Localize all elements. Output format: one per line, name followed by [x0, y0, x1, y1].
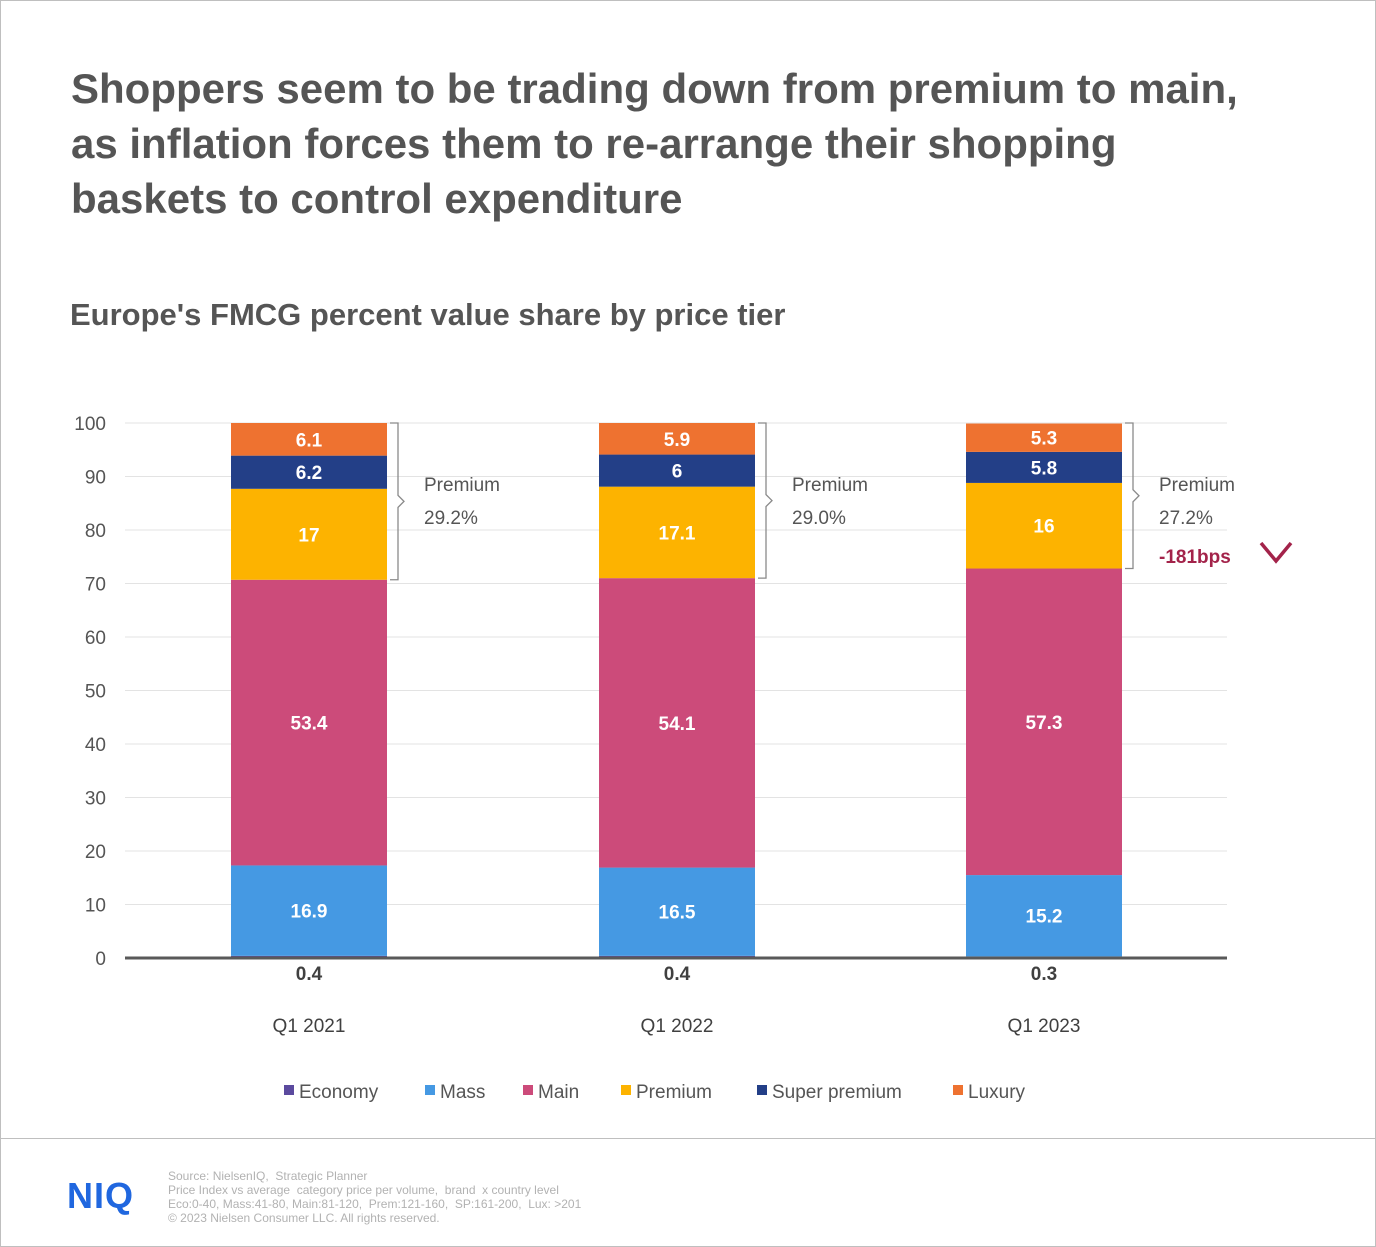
bar-segment-premium — [599, 486, 755, 579]
legend-item: Mass — [440, 1082, 485, 1103]
source-notes: Source: NielsenIQ, Strategic Planner Pri… — [168, 1169, 581, 1225]
data-label: 15.2 — [1026, 907, 1063, 928]
y-tick-label: 90 — [85, 468, 106, 489]
bar-segment-luxury — [966, 423, 1122, 452]
bar-segment-super-premium — [966, 451, 1122, 483]
legend-swatch — [523, 1085, 533, 1095]
chart-title: Europe's FMCG percent value share by pri… — [70, 297, 786, 332]
data-label: 53.4 — [291, 714, 328, 735]
y-tick-label: 80 — [85, 521, 106, 542]
bar-segment-luxury — [599, 423, 755, 455]
data-label: 6.2 — [296, 463, 322, 484]
bar-segment-mass — [599, 867, 755, 956]
annotation-label: Premium — [792, 475, 868, 496]
legend-item: Economy — [299, 1082, 379, 1103]
stacked-bar-chart: 0 10 20 30 40 50 60 70 80 90 100 16.9 53.4 17 6.2 6.1 0.… — [74, 414, 1293, 1103]
legend-item: Premium — [636, 1082, 712, 1103]
data-label: 5.9 — [664, 430, 690, 451]
legend-item: Luxury — [968, 1082, 1026, 1103]
data-label-economy: 0.4 — [296, 964, 323, 985]
x-tick-label: Q1 2022 — [641, 1016, 714, 1037]
y-tick-label: 50 — [85, 682, 106, 703]
bar-segment-super-premium — [231, 455, 387, 489]
bar-segment-premium — [966, 482, 1122, 569]
bar-segment-mass — [966, 875, 1122, 957]
data-label: 17.1 — [659, 523, 696, 544]
y-tick-label: 30 — [85, 789, 106, 810]
data-label: 6.1 — [296, 430, 323, 451]
bar-segment-main — [231, 579, 387, 866]
data-label-economy: 0.4 — [664, 964, 691, 985]
bar-segment-luxury — [231, 423, 387, 456]
y-tick-label: 70 — [85, 575, 106, 596]
data-label: 5.8 — [1031, 458, 1057, 479]
annotation-change: -181bps — [1159, 547, 1231, 568]
bar-segment-mass — [231, 865, 387, 956]
annotation-value: 29.0% — [792, 508, 846, 529]
legend-swatch — [953, 1085, 963, 1095]
annotation-label: Premium — [424, 475, 500, 496]
x-tick-label: Q1 2023 — [1008, 1016, 1081, 1037]
bar-segment-super-premium — [599, 454, 755, 487]
y-tick-label: 0 — [95, 949, 106, 970]
headline: Shoppers seem to be trading down from pr… — [71, 65, 1238, 222]
legend-swatch — [621, 1085, 631, 1095]
legend-swatch — [757, 1085, 767, 1095]
data-label-economy: 0.3 — [1031, 964, 1057, 985]
source-line: Price Index vs average category price pe… — [168, 1183, 559, 1197]
data-label: 54.1 — [659, 714, 696, 735]
bar-segment-main — [599, 578, 755, 868]
legend-swatch — [425, 1085, 435, 1095]
data-label: 16.5 — [659, 903, 696, 924]
source-line: © 2023 Nielsen Consumer LLC. All rights … — [168, 1211, 440, 1225]
y-tick-label: 10 — [85, 896, 106, 917]
y-tick-label: 60 — [85, 628, 106, 649]
data-label: 5.3 — [1031, 429, 1057, 450]
legend-item: Main — [538, 1082, 579, 1103]
niq-logo: NIQ — [67, 1175, 135, 1216]
data-label: 17 — [298, 525, 319, 546]
annotation-value: 29.2% — [424, 508, 478, 529]
legend-swatch — [284, 1085, 294, 1095]
source-line: Source: NielsenIQ, Strategic Planner — [168, 1169, 368, 1183]
premium-bracket — [390, 422, 405, 581]
data-label: 16.9 — [291, 902, 328, 923]
annotation-value: 27.2% — [1159, 508, 1213, 529]
y-tick-label: 20 — [85, 842, 106, 863]
premium-bracket — [1125, 422, 1140, 570]
chevron-down-icon — [1259, 541, 1293, 564]
data-label: 57.3 — [1026, 713, 1063, 734]
y-tick-label: 100 — [74, 414, 106, 435]
data-label: 6 — [672, 462, 683, 483]
footer-divider — [1, 1138, 1375, 1139]
y-tick-label: 40 — [85, 735, 106, 756]
data-label: 16 — [1033, 517, 1054, 538]
bar-segment-premium — [231, 488, 387, 580]
premium-bracket — [758, 422, 773, 579]
x-tick-label: Q1 2021 — [273, 1016, 346, 1037]
annotation-label: Premium — [1159, 475, 1235, 496]
source-line: Eco:0-40, Mass:41-80, Main:81-120, Prem:… — [168, 1197, 582, 1211]
bar-segment-main — [966, 568, 1122, 876]
legend-item: Super premium — [772, 1082, 902, 1103]
